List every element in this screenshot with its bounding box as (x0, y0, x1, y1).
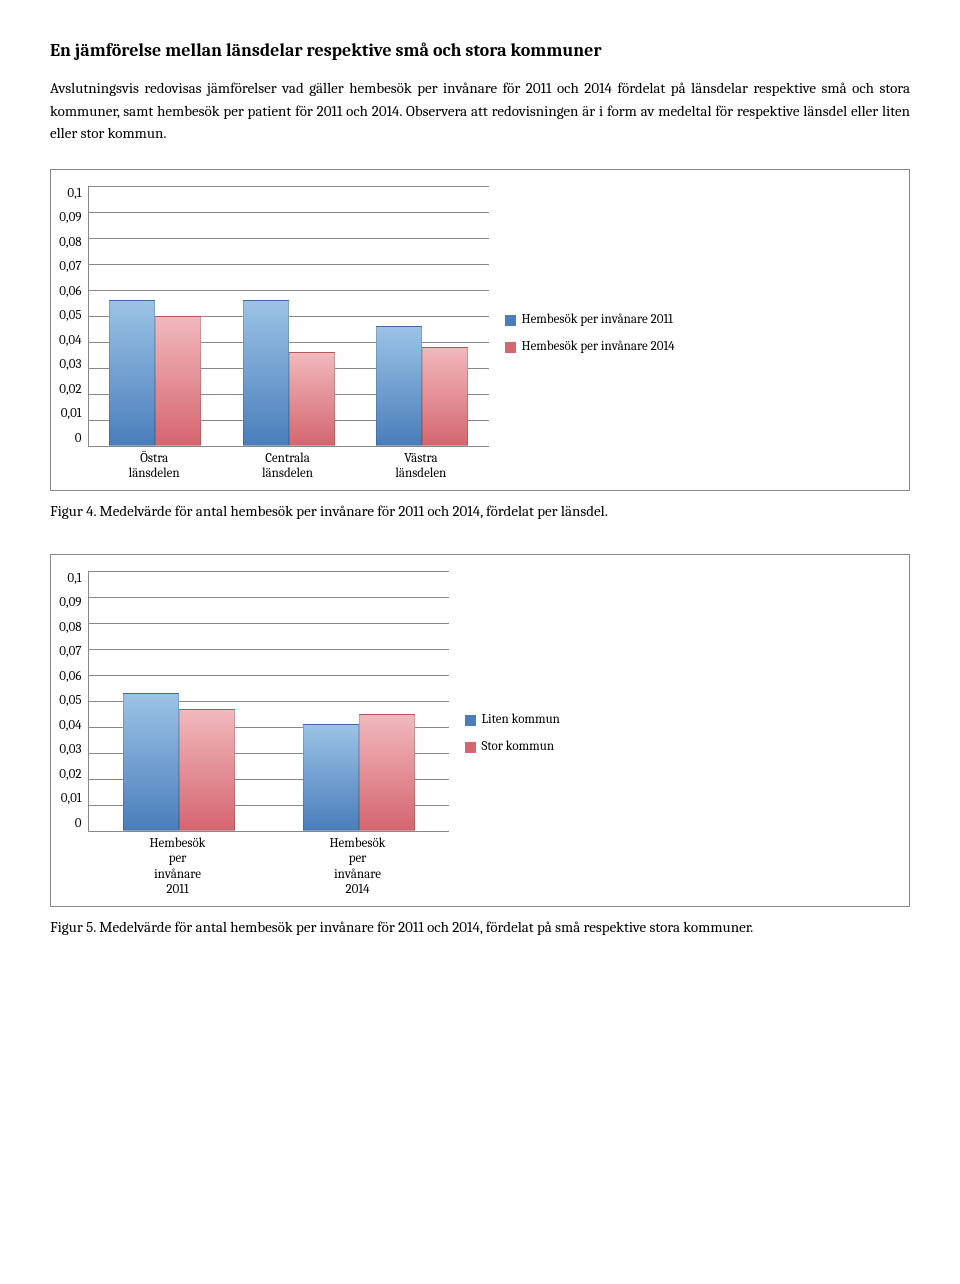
legend-item: Hembesök per invånare 2014 (505, 339, 675, 356)
y-tick-label: 0,09 (59, 210, 81, 225)
legend-item: Stor kommun (465, 739, 560, 756)
y-tick-label: 0 (75, 431, 82, 446)
bar (243, 300, 289, 446)
legend-swatch (465, 715, 476, 726)
bar (303, 724, 359, 831)
legend-item: Liten kommun (465, 712, 560, 729)
chart-2-legend: Liten kommun Stor kommun (449, 571, 560, 898)
bar (109, 300, 155, 446)
chart-1-y-axis: 0,1 0,09 0,08 0,07 0,06 0,05 0,04 0,03 0,02 0,01 0 (59, 186, 88, 446)
bar-group (376, 326, 468, 446)
y-tick-label: 0,08 (59, 235, 81, 250)
x-tick-label: Östralänsdelen (88, 451, 221, 482)
legend-item: Hembesök per invånare 2011 (505, 312, 675, 329)
y-tick-label: 0,08 (59, 620, 81, 635)
x-tick-label: Centralalänsdelen (221, 451, 354, 482)
bar (179, 709, 235, 831)
y-tick-label: 0,09 (59, 595, 81, 610)
chart-1-plot (88, 186, 489, 447)
chart-2-container: 0,10,090,080,070,060,050,040,030,020,010… (50, 554, 910, 907)
y-tick-label: 0,01 (61, 791, 82, 806)
bar (123, 693, 179, 831)
bar (422, 347, 468, 446)
bar-group (109, 300, 201, 446)
legend-swatch (505, 315, 516, 326)
legend-swatch (505, 342, 516, 353)
y-tick-label: 0,06 (59, 284, 81, 299)
chart-1-legend: Hembesök per invånare 2011 Hembesök per i… (489, 186, 675, 482)
page-heading: En jämförelse mellan länsdelar respektiv… (50, 40, 910, 61)
chart-1-container: 0,10,090,080,070,060,050,040,030,020,010… (50, 169, 910, 491)
chart-1-x-labels: ÖstralänsdelenCentralalänsdelenVästralän… (88, 451, 488, 482)
bar (376, 326, 422, 446)
y-tick-label: 0,04 (59, 718, 82, 733)
bar (155, 316, 201, 446)
x-tick-label: Hembesökperinvånare2014 (268, 836, 448, 898)
bar-group (123, 693, 235, 831)
legend-label: Liten kommun (482, 712, 560, 729)
y-tick-label: 0,05 (59, 693, 81, 708)
y-tick-label: 0,07 (59, 259, 81, 274)
y-tick-label: 0,03 (59, 357, 81, 372)
chart-2-caption: Figur 5. Medelvärde för antal hembesök p… (50, 917, 910, 938)
intro-paragraph: Avslutningsvis redovisas jämförelser vad… (50, 77, 910, 145)
legend-swatch (465, 742, 476, 753)
y-tick-label: 0,01 (61, 406, 82, 421)
y-tick-label: 0,06 (59, 669, 81, 684)
chart-2-plot (88, 571, 449, 832)
bar-group (303, 714, 415, 831)
y-tick-label: 0,1 (67, 571, 81, 586)
y-tick-label: 0,03 (59, 742, 81, 757)
y-tick-label: 0,02 (59, 767, 81, 782)
legend-label: Stor kommun (482, 739, 555, 756)
chart-1-caption: Figur 4. Medelvärde för antal hembesök p… (50, 501, 910, 522)
y-tick-label: 0,05 (59, 308, 81, 323)
x-tick-label: Västralänsdelen (354, 451, 487, 482)
y-tick-label: 0 (75, 816, 82, 831)
bar-group (243, 300, 335, 446)
y-tick-label: 0,04 (59, 333, 82, 348)
y-tick-label: 0,02 (59, 382, 81, 397)
y-tick-label: 0,1 (67, 186, 81, 201)
y-tick-label: 0,07 (59, 644, 81, 659)
chart-2-y-axis: 0,1 0,09 0,08 0,07 0,06 0,05 0,04 0,03 0,02 0,01 0 (59, 571, 88, 831)
legend-label: Hembesök per invånare 2014 (522, 339, 675, 356)
bar (289, 352, 335, 446)
chart-2-x-labels: Hembesökperinvånare2011Hembesökperinvåna… (88, 836, 448, 898)
bar (359, 714, 415, 831)
legend-label: Hembesök per invånare 2011 (522, 312, 673, 329)
x-tick-label: Hembesökperinvånare2011 (88, 836, 268, 898)
